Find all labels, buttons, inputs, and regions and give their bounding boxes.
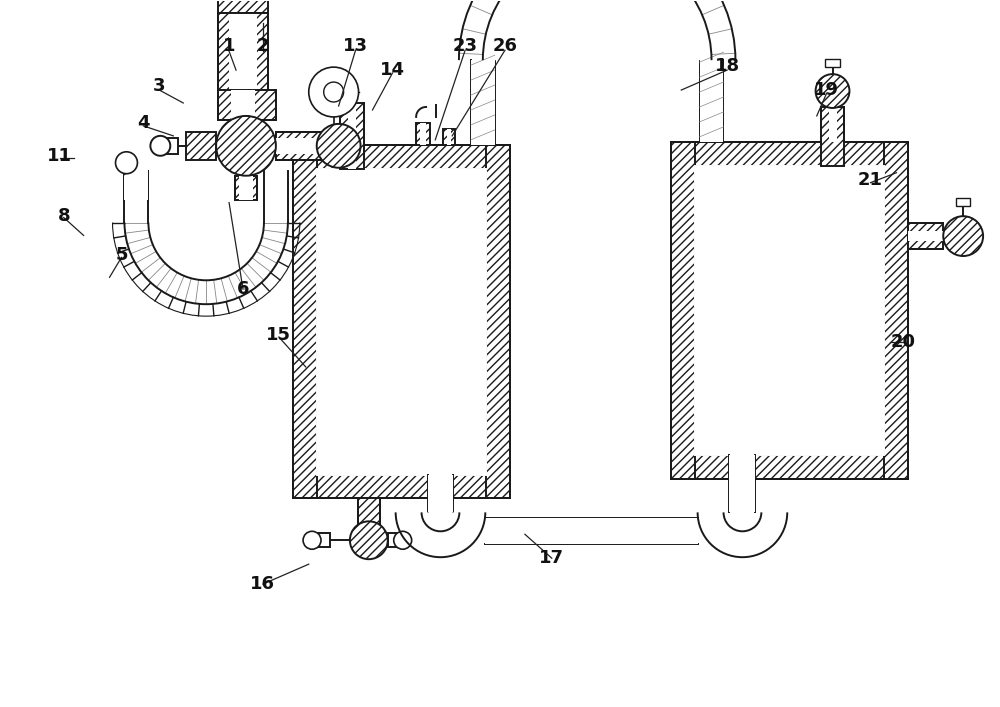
Text: 26: 26 xyxy=(492,37,517,55)
Text: 18: 18 xyxy=(715,57,740,75)
Bar xyxy=(471,60,495,145)
Bar xyxy=(186,132,216,160)
Bar xyxy=(486,145,510,498)
Bar xyxy=(276,132,329,160)
Bar xyxy=(235,176,257,199)
Text: 6: 6 xyxy=(237,280,249,298)
Bar xyxy=(276,132,361,160)
Bar xyxy=(229,13,257,90)
Bar xyxy=(908,223,943,249)
Text: 13: 13 xyxy=(343,37,368,55)
Bar xyxy=(908,231,943,241)
Bar xyxy=(884,142,908,479)
Text: 16: 16 xyxy=(250,575,275,593)
Bar xyxy=(671,455,908,479)
Bar xyxy=(825,59,840,67)
Circle shape xyxy=(303,531,321,549)
Bar xyxy=(218,13,268,90)
Bar xyxy=(231,90,255,120)
Text: 17: 17 xyxy=(539,549,564,567)
Wedge shape xyxy=(483,0,712,60)
Circle shape xyxy=(324,82,344,102)
Bar xyxy=(443,129,455,145)
Text: 23: 23 xyxy=(453,37,478,55)
Bar xyxy=(276,138,329,154)
Circle shape xyxy=(317,124,361,168)
Bar xyxy=(317,169,486,474)
Circle shape xyxy=(350,521,388,559)
Bar xyxy=(340,103,364,169)
Text: 3: 3 xyxy=(153,77,166,95)
Text: 1: 1 xyxy=(223,37,235,55)
Wedge shape xyxy=(724,513,761,531)
Bar xyxy=(671,142,908,165)
Text: 11: 11 xyxy=(47,147,72,165)
Text: 14: 14 xyxy=(380,61,405,79)
Bar xyxy=(447,129,451,145)
Bar xyxy=(485,518,698,544)
Bar xyxy=(218,90,276,120)
Wedge shape xyxy=(422,513,459,531)
Circle shape xyxy=(394,531,412,549)
Bar xyxy=(316,533,330,547)
Text: 8: 8 xyxy=(57,206,70,225)
Text: 2: 2 xyxy=(257,37,269,55)
Bar xyxy=(239,176,253,199)
Bar xyxy=(124,170,148,199)
Bar xyxy=(293,474,510,498)
Circle shape xyxy=(150,136,170,156)
Bar xyxy=(671,142,695,479)
Circle shape xyxy=(816,74,849,108)
Bar xyxy=(164,138,178,154)
Bar xyxy=(348,103,356,169)
Text: 21: 21 xyxy=(858,170,883,189)
Text: 5: 5 xyxy=(115,246,128,264)
Bar xyxy=(700,60,723,142)
Text: 15: 15 xyxy=(266,326,291,344)
Bar xyxy=(671,142,908,479)
Bar xyxy=(358,498,380,526)
Bar xyxy=(956,198,970,206)
Bar xyxy=(829,107,837,142)
Circle shape xyxy=(309,67,359,117)
Bar xyxy=(428,474,453,513)
Text: 19: 19 xyxy=(814,81,839,99)
Circle shape xyxy=(943,216,983,256)
Bar xyxy=(293,145,510,498)
Bar xyxy=(729,455,755,513)
Bar xyxy=(695,165,884,455)
Bar xyxy=(821,107,844,165)
Bar xyxy=(388,533,400,547)
Bar xyxy=(293,145,510,169)
Text: 20: 20 xyxy=(891,333,916,351)
Wedge shape xyxy=(148,223,264,280)
Bar xyxy=(218,0,268,13)
Text: 4: 4 xyxy=(137,114,150,132)
Bar xyxy=(293,145,317,498)
Circle shape xyxy=(216,116,276,176)
Bar xyxy=(416,123,430,145)
Circle shape xyxy=(116,152,137,174)
Wedge shape xyxy=(124,223,288,304)
Bar xyxy=(420,123,426,145)
